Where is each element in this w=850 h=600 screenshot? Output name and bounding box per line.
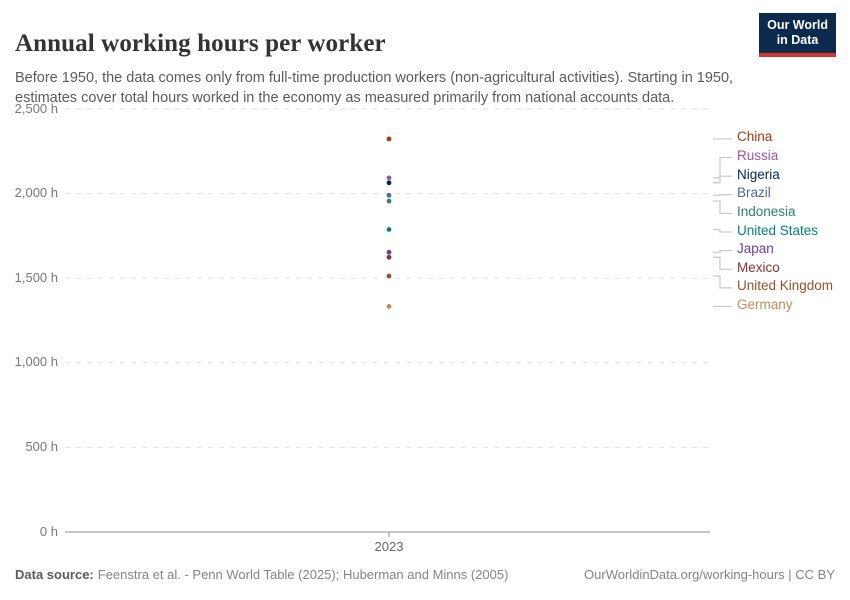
legend-connector-indonesia <box>713 200 732 214</box>
legend-connector-united-states <box>713 228 732 233</box>
data-point-mexico[interactable] <box>386 254 392 260</box>
y-axis-tick-label: 2,500 h <box>14 100 58 116</box>
data-point-nigeria[interactable] <box>386 180 392 186</box>
legend-connector-united-kingdom <box>713 275 732 289</box>
data-point-united-kingdom[interactable] <box>386 273 392 279</box>
legend-label-united-kingdom[interactable]: United Kingdom <box>737 278 834 294</box>
y-axis-tick-label: 500 h <box>25 438 58 454</box>
owid-license-link[interactable]: OurWorldinData.org/working-hours | CC BY <box>584 567 835 582</box>
legend-label-nigeria[interactable]: Nigeria <box>737 166 780 182</box>
legend-label-japan[interactable]: Japan <box>737 241 774 257</box>
data-point-russia[interactable] <box>386 175 392 181</box>
chart-footer: Data source: Feenstra et al. - Penn World… <box>15 567 835 582</box>
data-point-united-states[interactable] <box>386 227 392 232</box>
data-point-japan[interactable] <box>386 249 392 255</box>
legend-connector-brazil <box>713 194 732 196</box>
y-axis-tick-label: 2,000 h <box>14 185 58 201</box>
legend-connector-mexico <box>713 256 732 270</box>
legend-label-brazil[interactable]: Brazil <box>737 185 771 201</box>
legend-label-russia[interactable]: Russia <box>737 148 779 164</box>
data-point-brazil[interactable] <box>386 192 392 198</box>
x-axis-tick-label: 2023 <box>374 539 404 554</box>
data-point-indonesia[interactable] <box>386 198 392 204</box>
data-source-label: Data source: <box>15 567 94 582</box>
owid-logo-line1: Our World <box>767 18 828 32</box>
data-point-china[interactable] <box>386 136 392 142</box>
legend-label-united-states[interactable]: United States <box>737 222 819 238</box>
y-axis-tick-label: 1,500 h <box>14 269 58 285</box>
legend-label-china[interactable]: China <box>737 129 773 145</box>
chart-subtitle: Before 1950, the data comes only from fu… <box>15 69 734 106</box>
legend-label-mexico[interactable]: Mexico <box>737 259 780 275</box>
data-source-text: Feenstra et al. - Penn World Table (2025… <box>97 567 509 582</box>
legend-label-germany[interactable]: Germany <box>737 296 793 312</box>
legend-connector-nigeria <box>713 175 732 184</box>
owid-logo[interactable]: Our World in Data <box>759 13 836 57</box>
legend-connector-russia <box>713 156 732 179</box>
data-source-note: Data source: Feenstra et al. - Penn World… <box>15 567 508 582</box>
data-point-germany[interactable] <box>386 304 392 309</box>
y-axis-tick-label: 0 h <box>39 523 58 539</box>
chart-title: Annual working hours per worker <box>15 29 386 57</box>
legend-label-indonesia[interactable]: Indonesia <box>737 203 796 219</box>
y-axis-tick-label: 1,000 h <box>14 354 58 370</box>
legend-connector-japan <box>713 250 732 253</box>
owid-logo-line2: in Data <box>776 33 819 48</box>
